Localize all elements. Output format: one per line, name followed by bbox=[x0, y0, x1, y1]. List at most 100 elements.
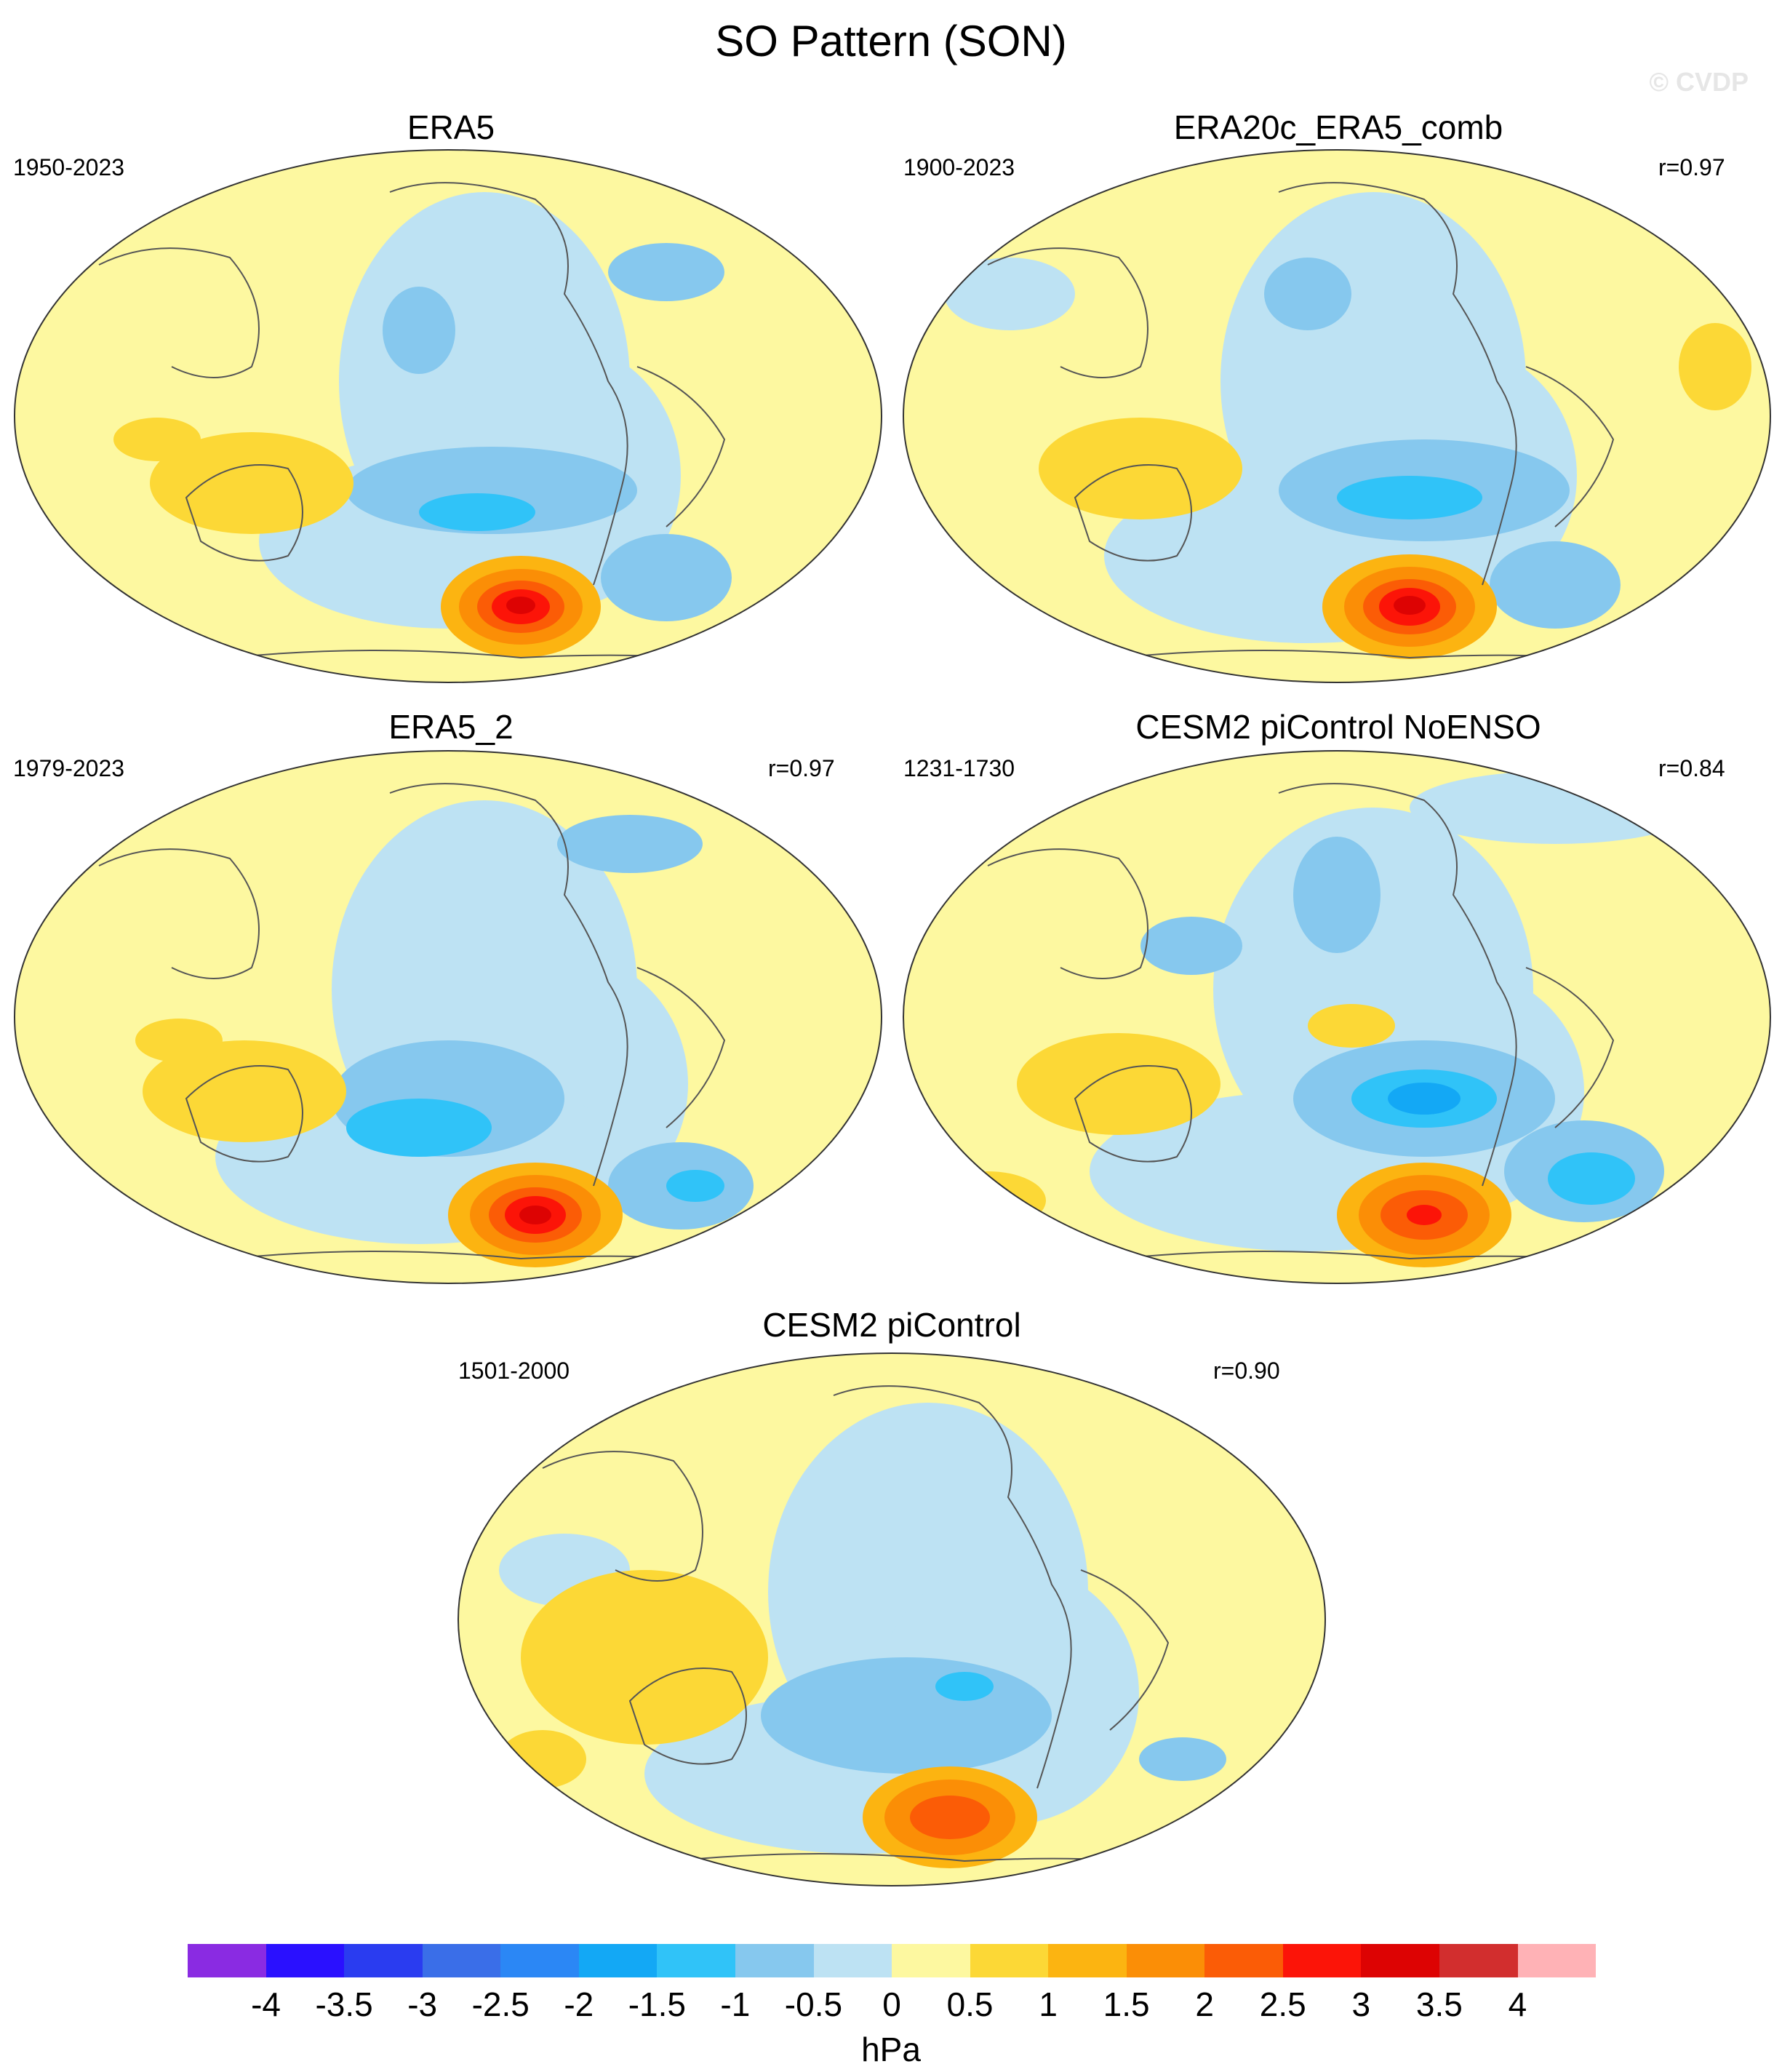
contour-region bbox=[143, 1040, 346, 1142]
coastline bbox=[389, 783, 628, 1187]
colorbar-swatch bbox=[1204, 1944, 1283, 1977]
panel-title: CESM2 piControl NoENSO bbox=[1135, 708, 1541, 746]
coastline bbox=[1074, 1065, 1192, 1163]
panel-period: 1231-1730 bbox=[903, 755, 1015, 781]
contour-region bbox=[1394, 596, 1426, 615]
contour-region bbox=[1140, 917, 1242, 975]
colorbar-swatch bbox=[500, 1944, 579, 1977]
contour-region bbox=[113, 418, 201, 461]
panel-correlation: r=0.97 bbox=[768, 755, 835, 781]
colorbar-tick-label: -1 bbox=[720, 1985, 751, 2023]
coastline bbox=[1278, 783, 1517, 1187]
colorbar-swatch bbox=[892, 1944, 970, 1977]
colorbar-tick-label: 3.5 bbox=[1415, 1985, 1463, 2023]
colorbar-tick-label: 0.5 bbox=[946, 1985, 994, 2023]
coastline bbox=[1278, 182, 1517, 586]
coastline bbox=[98, 848, 260, 979]
colorbar-tick-label: 0 bbox=[882, 1985, 901, 2023]
map-border bbox=[14, 149, 882, 683]
map-panel bbox=[14, 149, 882, 683]
contour-region bbox=[930, 1171, 1046, 1230]
contour-region bbox=[1293, 837, 1381, 953]
colorbar-units: hPa bbox=[861, 2031, 921, 2068]
contour-region bbox=[935, 1672, 994, 1701]
colorbar-swatch bbox=[1282, 1944, 1362, 1977]
map-border bbox=[458, 1352, 1326, 1886]
contour-region bbox=[135, 1019, 223, 1062]
contour-region bbox=[761, 1657, 1052, 1774]
page-title: SO Pattern (SON) bbox=[715, 17, 1067, 65]
contour-region bbox=[910, 1796, 990, 1839]
contour-region bbox=[1679, 323, 1751, 410]
panel-correlation: r=0.97 bbox=[1658, 154, 1725, 180]
colorbar-swatch bbox=[1439, 1944, 1518, 1977]
coastline bbox=[185, 1065, 303, 1163]
colorbar-tick-label: -4 bbox=[251, 1985, 281, 2023]
coastline bbox=[636, 366, 726, 527]
contour-region bbox=[419, 493, 535, 531]
contour-region bbox=[1490, 541, 1621, 629]
colorbar-tick-label: -3.5 bbox=[315, 1985, 373, 2023]
panel-period: 1501-2000 bbox=[458, 1358, 570, 1384]
coastline bbox=[987, 247, 1148, 378]
colorbar-swatch bbox=[1126, 1944, 1205, 1977]
colorbar bbox=[188, 1944, 1597, 1977]
contour-region bbox=[1039, 418, 1242, 519]
contour-region bbox=[557, 815, 703, 873]
coastline bbox=[98, 247, 260, 378]
contour-region bbox=[1264, 258, 1351, 330]
contour-region bbox=[383, 287, 455, 374]
panel-period: 1979-2023 bbox=[13, 755, 125, 781]
panel-period: 1950-2023 bbox=[13, 154, 125, 180]
colorbar-tick-label: -3 bbox=[407, 1985, 438, 2023]
contour-region bbox=[1308, 1004, 1395, 1048]
contour-region bbox=[1410, 771, 1701, 844]
contour-region bbox=[1548, 1152, 1635, 1205]
panel-title: CESM2 piControl bbox=[762, 1306, 1021, 1344]
colorbar-swatch bbox=[422, 1944, 501, 1977]
colorbar-swatch bbox=[1361, 1944, 1439, 1977]
colorbar-tick-label: 2 bbox=[1195, 1985, 1215, 2023]
coastline bbox=[389, 182, 628, 586]
contour-region bbox=[601, 534, 732, 621]
contour-region bbox=[944, 258, 1075, 330]
colorbar-swatch bbox=[970, 1944, 1049, 1977]
panel-period: 1900-2023 bbox=[903, 154, 1015, 180]
coastline bbox=[1074, 464, 1192, 562]
contour-region bbox=[41, 585, 99, 614]
contour-region bbox=[1017, 1033, 1220, 1135]
panel-correlation: r=0.90 bbox=[1213, 1358, 1280, 1384]
contour-region bbox=[608, 243, 724, 301]
contour-region bbox=[666, 1170, 724, 1202]
coastline bbox=[542, 1451, 703, 1582]
coastline bbox=[833, 1385, 1072, 1789]
coastline bbox=[636, 967, 726, 1128]
panel-title: ERA5 bbox=[407, 108, 495, 146]
contour-region bbox=[1407, 1205, 1442, 1225]
colorbar-swatch bbox=[735, 1944, 814, 1977]
map-panel bbox=[903, 750, 1771, 1284]
colorbar-tick-label: -1.5 bbox=[628, 1985, 686, 2023]
cvdp-watermark: © CVDP bbox=[1649, 67, 1749, 97]
colorbar-swatch bbox=[657, 1944, 735, 1977]
colorbar-swatch bbox=[578, 1944, 658, 1977]
map-panel bbox=[458, 1352, 1326, 1886]
contour-region bbox=[499, 1730, 586, 1788]
contour-region bbox=[519, 1206, 551, 1224]
map-border bbox=[903, 750, 1771, 1284]
coastline bbox=[1080, 1569, 1170, 1731]
contour-region bbox=[506, 597, 535, 614]
panel-title: ERA20c_ERA5_comb bbox=[1173, 108, 1503, 146]
contour-region bbox=[1337, 476, 1482, 519]
colorbar-tick-label: 1 bbox=[1039, 1985, 1058, 2023]
colorbar-tick-label: -2 bbox=[564, 1985, 594, 2023]
colorbar-swatch bbox=[265, 1944, 345, 1977]
colorbar-tick-label: 1.5 bbox=[1103, 1985, 1150, 2023]
coastline bbox=[185, 464, 303, 562]
contour-region bbox=[346, 1099, 492, 1157]
panel-correlation: r=0.84 bbox=[1658, 755, 1725, 781]
panel-title: ERA5_2 bbox=[388, 708, 514, 746]
colorbar-tick-label: 2.5 bbox=[1259, 1985, 1306, 2023]
contour-region bbox=[521, 1570, 768, 1745]
colorbar-tick-label: -2.5 bbox=[471, 1985, 530, 2023]
